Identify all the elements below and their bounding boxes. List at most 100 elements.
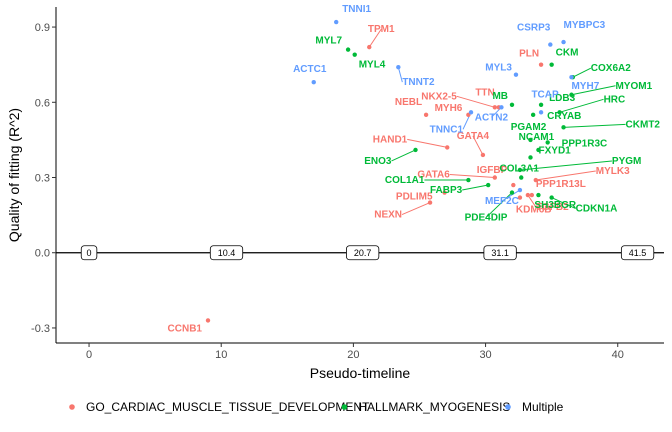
data-point-ckm: [549, 62, 554, 67]
y-tick-label: 0.9: [35, 22, 50, 34]
data-point-kdm6b: [517, 195, 523, 200]
point-label-igfbp: IGFBP: [477, 165, 508, 176]
axes: 0 10 20 30 40 -0.3 0.0 0.3 0.6 0.9: [31, 7, 664, 361]
data-point-tgfb2: [525, 192, 531, 198]
point-labels: TPM1 PLN NKX2-5 TTN NEBL MYH6 HAND1 GATA4 GATA6 M…: [168, 4, 661, 334]
data-point-tnni1: [334, 19, 339, 25]
point-label-tcap: TCAP: [531, 89, 559, 100]
point-label-kdm6b: KDM6B: [516, 205, 552, 216]
point-label-actn2: ACTN2: [475, 112, 509, 123]
data-point-myl4: [352, 52, 357, 57]
point-label-mef2c: MEF2C: [485, 196, 519, 207]
point-label-cdkn1a: CDKN1A: [576, 204, 618, 215]
point-label-ncam1: NCAM1: [519, 132, 555, 143]
data-point-pde4dip: [509, 190, 515, 195]
x-tick-label: 20: [347, 349, 359, 361]
legend: GO_CARDIAC_MUSCLE_TISSUE_DEVELOPMENTHALL…: [69, 400, 564, 414]
legend-label: Multiple: [522, 400, 564, 414]
point-label-nkx2-5: NKX2-5: [421, 91, 457, 102]
label-connector: [462, 184, 489, 191]
point-label-myom1: MYOM1: [615, 81, 652, 92]
y-tick-label: -0.3: [31, 323, 50, 335]
point-label-ldb3: LDB3: [549, 93, 576, 104]
label-connector: [472, 135, 484, 156]
data-point-col1a1: [466, 177, 471, 183]
legend-key-multiple: [505, 404, 511, 410]
point-label-fxyd1: FXYD1: [539, 145, 572, 156]
data-point-ccnb1: [205, 318, 211, 323]
data-point-cryab: [530, 112, 536, 118]
point-label-myh6: MYH6: [435, 103, 463, 114]
data-point-tnnc1: [468, 110, 474, 115]
point-label-actc1: ACTC1: [293, 64, 327, 75]
point-label-pygm: PYGM: [612, 156, 641, 167]
data-point-gata6: [492, 175, 498, 180]
point-label-ppp1r3c: PPP1R3C: [562, 138, 608, 149]
data-point-nebl: [423, 112, 429, 118]
timeline-boxes: 0 10.4 20.7 31.1 41.5: [80, 245, 655, 261]
data-point-col3a1: [519, 175, 524, 180]
timeline-box-label: 31.1: [491, 248, 509, 258]
point-label-mb: MB: [492, 91, 508, 102]
label-connector: [559, 98, 604, 113]
legend-key-hallmark_myogenesis: [341, 404, 348, 410]
point-label-cryab: CRYAB: [547, 111, 581, 122]
data-points: [205, 19, 575, 323]
data-point-tpm1: [367, 44, 372, 50]
data-point-tnnt2: [396, 64, 401, 70]
point-label-myl7: MYL7: [315, 36, 342, 47]
point-label-mybpc3: MYBPC3: [564, 20, 606, 31]
timeline-box: [346, 245, 380, 261]
point-label-gata6: GATA6: [417, 170, 450, 181]
timeline-box: [483, 245, 517, 261]
point-label-myh7: MYH7: [571, 81, 599, 92]
data-point-pdlim5: [442, 190, 447, 195]
data-point-ppp1r13l: [529, 192, 535, 198]
data-point-pygm: [517, 167, 523, 173]
point-label-fabp3: FABP3: [430, 185, 463, 196]
data-point-eno3: [413, 147, 418, 153]
y-axis-title: Quality of fitting (R^2): [6, 108, 22, 242]
point-label-tpm1: TPM1: [368, 24, 395, 35]
point-label-pln: PLN: [519, 49, 539, 60]
data-point-tcap: [538, 110, 544, 115]
x-tick-label: 40: [612, 349, 624, 361]
point-label-cox6a2: COX6A2: [591, 63, 631, 74]
timeline-box: [620, 245, 655, 261]
label-connector: [391, 149, 416, 162]
point-label-tnni1: TNNI1: [342, 4, 371, 15]
data-point-nexn: [427, 200, 433, 205]
point-label-ppp1r13l: PPP1R13L: [536, 179, 586, 190]
data-point-actn2: [499, 105, 504, 110]
point-label-ttn: TTN: [475, 87, 494, 98]
data-point-hrc: [557, 110, 562, 115]
point-label-hand1: HAND1: [373, 134, 408, 145]
y-tick-label: 0.0: [35, 248, 50, 260]
point-label-tnnc1: TNNC1: [430, 124, 464, 135]
data-point-sh3bgr: [536, 192, 541, 198]
label-connector: [449, 174, 495, 179]
point-label-myl4: MYL4: [359, 60, 386, 71]
data-point-hand1: [445, 145, 450, 150]
label-connector: [397, 67, 403, 83]
point-label-nexn: NEXN: [374, 210, 402, 221]
point-label-ckmt2: CKMT2: [626, 119, 661, 130]
point-label-pde4dip: PDE4DIP: [465, 213, 508, 224]
label-connector: [519, 160, 612, 171]
label-connector: [485, 192, 513, 218]
legend-label: GO_CARDIAC_MUSCLE_TISSUE_DEVELOPMENT: [86, 400, 370, 414]
data-point-mef2c: [517, 187, 523, 193]
point-label-sh3bgr: SH3BGR: [534, 200, 576, 211]
timeline-box-label: 41.5: [629, 248, 647, 258]
data-point-nkx2-5: [492, 105, 498, 110]
label-connectors: [368, 28, 626, 218]
label-connector: [563, 123, 626, 128]
point-label-hrc: HRC: [604, 94, 626, 105]
data-point-gata4: [480, 152, 486, 158]
legend-label: HALLMARK_MYOGENESIS: [358, 400, 510, 414]
label-connector: [456, 95, 495, 108]
x-axis-title: Pseudo-timeline: [310, 365, 411, 381]
data-point-ppp1r3c: [545, 140, 550, 145]
point-label-pdlim5: PDLIM5: [396, 192, 433, 203]
